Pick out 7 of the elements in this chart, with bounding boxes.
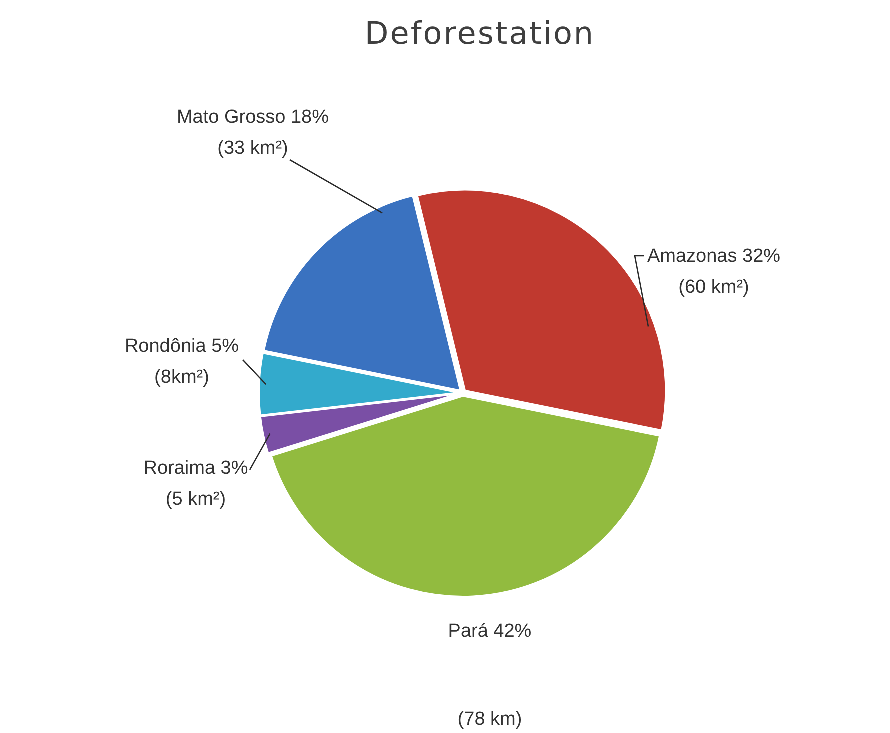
slice-label: Roraima 3% (5 km²) [144,458,248,510]
chart-title: Deforestation [364,16,596,52]
slice-label: Mato Grosso 18% (33 km²) [176,107,330,159]
text: (78 km) [458,709,522,730]
slice-label: Rondônia 5% (8km²) [124,336,240,388]
category-label: Pará 42% [448,621,532,642]
slice-label: Amazonas 32% (60 km²) [647,246,781,298]
